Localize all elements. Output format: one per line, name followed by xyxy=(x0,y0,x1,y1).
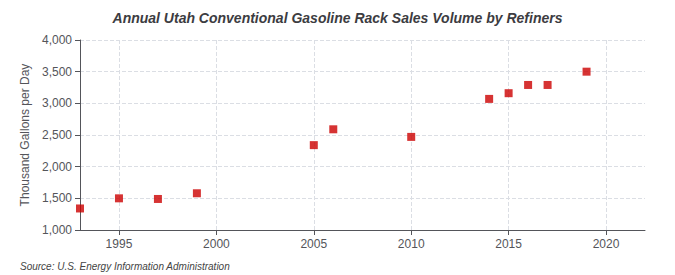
svg-text:Thousand Gallons per Day: Thousand Gallons per Day xyxy=(18,64,32,207)
svg-text:2020: 2020 xyxy=(593,237,620,251)
svg-text:4,000: 4,000 xyxy=(42,33,72,47)
svg-text:1995: 1995 xyxy=(106,237,133,251)
svg-text:2000: 2000 xyxy=(203,237,230,251)
svg-text:3,000: 3,000 xyxy=(42,96,72,110)
svg-text:Annual Utah Conventional Gasol: Annual Utah Conventional Gasoline Rack S… xyxy=(112,10,563,26)
svg-text:Source: U.S. Energy Informatio: Source: U.S. Energy Information Administ… xyxy=(20,261,230,272)
svg-text:3,500: 3,500 xyxy=(42,65,72,79)
svg-text:2,000: 2,000 xyxy=(42,160,72,174)
svg-text:2010: 2010 xyxy=(398,237,425,251)
svg-text:2015: 2015 xyxy=(495,237,522,251)
svg-text:2,500: 2,500 xyxy=(42,128,72,142)
svg-text:1,500: 1,500 xyxy=(42,191,72,205)
svg-text:2005: 2005 xyxy=(300,237,327,251)
svg-text:1,000: 1,000 xyxy=(42,223,72,237)
